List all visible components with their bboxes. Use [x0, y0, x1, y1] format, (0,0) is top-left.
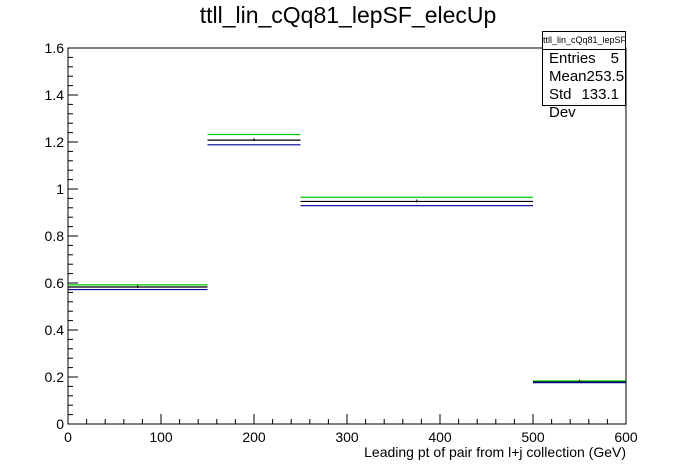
- stats-mean-value: 253.5: [586, 68, 625, 85]
- y-tick-label: 0.2: [45, 369, 65, 385]
- x-tick-label: 500: [521, 429, 545, 445]
- stats-stddev-label: Std Dev: [549, 86, 576, 121]
- y-tick-label: 1.2: [45, 134, 65, 150]
- x-tick-label: 400: [428, 429, 452, 445]
- x-tick-label: 200: [242, 429, 266, 445]
- stats-box: ttll_lin_cQq81_lepSF_elecUp Entries 5 Me…: [542, 31, 626, 121]
- y-tick-label: 0.8: [45, 228, 65, 244]
- y-tick-label: 0.6: [45, 275, 65, 291]
- y-tick-label: 0: [56, 416, 64, 432]
- y-tick-label: 1.6: [45, 40, 65, 56]
- stats-entries-value: 5: [610, 50, 619, 67]
- stats-box-name: ttll_lin_cQq81_lepSF_elecUp: [543, 32, 625, 50]
- y-tick-label: 1.4: [45, 87, 65, 103]
- x-tick-label: 300: [335, 429, 359, 445]
- chart-title: ttll_lin_cQq81_lepSF_elecUp: [199, 2, 497, 28]
- stats-entries-label: Entries: [549, 50, 596, 67]
- stats-stddev-row: Std Dev 133.1: [543, 86, 625, 121]
- stats-entries-row: Entries 5: [543, 50, 625, 68]
- y-tick-label: 0.4: [45, 322, 65, 338]
- x-axis-label: Leading pt of pair from l+j collection (…: [364, 444, 626, 460]
- x-tick-label: 100: [149, 429, 173, 445]
- stats-mean-row: Mean 253.5: [543, 68, 625, 86]
- x-tick-label: 0: [64, 429, 72, 445]
- x-tick-label: 600: [614, 429, 638, 445]
- y-tick-label: 1: [56, 181, 64, 197]
- stats-stddev-value: 133.1: [581, 86, 619, 103]
- stats-mean-label: Mean: [549, 68, 587, 85]
